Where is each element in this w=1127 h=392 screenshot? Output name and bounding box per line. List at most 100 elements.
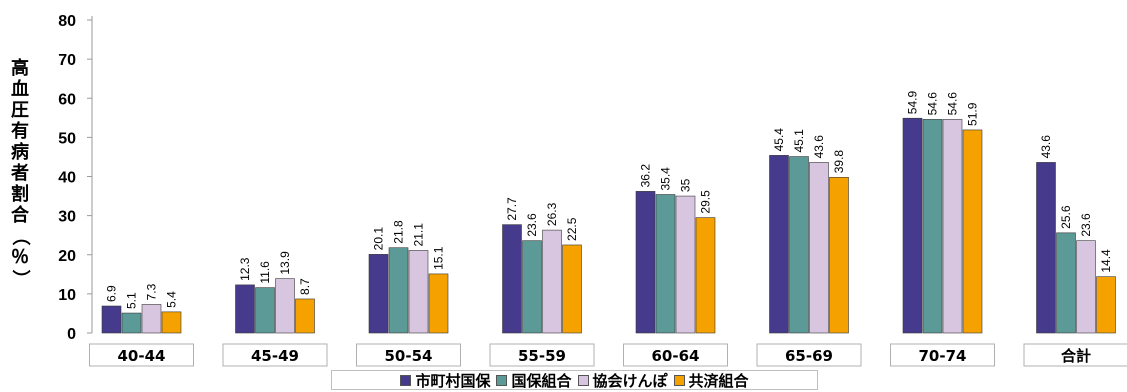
bar bbox=[502, 224, 522, 334]
category-label-box bbox=[222, 343, 328, 367]
data-label: 15.1 bbox=[432, 246, 446, 270]
x-tick-label: 50-54 bbox=[385, 347, 433, 365]
data-label: 11.6 bbox=[258, 261, 272, 284]
category-label-box bbox=[356, 343, 461, 367]
data-label: 39.8 bbox=[832, 150, 846, 174]
category-label-box bbox=[756, 343, 862, 367]
data-label: 21.1 bbox=[412, 223, 426, 247]
legend-swatch bbox=[673, 374, 685, 386]
y-axis-title-char: ） bbox=[9, 269, 31, 288]
data-label: 43.6 bbox=[812, 135, 826, 159]
x-tick-label: 70-74 bbox=[919, 347, 967, 365]
bar bbox=[235, 284, 255, 334]
bar bbox=[675, 195, 696, 334]
data-label: 45.4 bbox=[772, 128, 786, 152]
category-label-box bbox=[890, 343, 995, 367]
y-tick-label: 0 bbox=[67, 326, 76, 343]
y-tick-label: 30 bbox=[58, 209, 76, 226]
x-tick-label: 60-64 bbox=[652, 347, 700, 365]
y-axis-title-char: 病 bbox=[11, 142, 29, 163]
data-label: 43.6 bbox=[1039, 135, 1053, 159]
legend-swatch bbox=[577, 374, 589, 386]
bar bbox=[635, 191, 656, 334]
y-tick-label: 60 bbox=[58, 91, 76, 108]
bar bbox=[562, 244, 582, 334]
bar bbox=[275, 278, 295, 334]
data-label: 25.6 bbox=[1059, 205, 1073, 229]
data-label: 13.9 bbox=[278, 251, 292, 275]
data-label: 26.3 bbox=[545, 202, 559, 226]
data-label: 6.9 bbox=[105, 285, 119, 302]
legend-label: 協会けんぽ bbox=[592, 371, 668, 390]
data-label: 35.4 bbox=[659, 167, 673, 191]
bar bbox=[942, 119, 963, 334]
legend-label: 市町村国保 bbox=[415, 371, 491, 390]
legend-swatch bbox=[496, 374, 508, 386]
bar bbox=[542, 229, 562, 334]
data-label: 7.3 bbox=[145, 283, 159, 300]
y-tick-label: 20 bbox=[58, 248, 76, 265]
data-label: 54.9 bbox=[906, 91, 920, 115]
bar bbox=[1076, 240, 1096, 334]
bar bbox=[789, 156, 809, 334]
data-label: 36.2 bbox=[639, 164, 653, 188]
bar bbox=[809, 162, 829, 334]
bar bbox=[922, 119, 943, 334]
y-tick-label: 50 bbox=[58, 130, 76, 147]
data-label: 14.4 bbox=[1099, 249, 1113, 273]
bar bbox=[161, 311, 182, 334]
y-tick-label: 40 bbox=[58, 170, 76, 187]
data-label: 5.4 bbox=[165, 291, 179, 308]
y-axis-title-char: 合 bbox=[11, 205, 29, 226]
bar bbox=[428, 273, 449, 334]
y-tick-label: 70 bbox=[58, 52, 76, 69]
bar bbox=[902, 117, 923, 334]
x-tick-label: 55-59 bbox=[518, 347, 566, 365]
data-label: 54.6 bbox=[926, 92, 940, 116]
legend-label: 国保組合 bbox=[511, 371, 572, 390]
y-axis-title-char: ％ bbox=[11, 247, 29, 268]
category-label-box bbox=[89, 343, 194, 367]
data-label: 23.6 bbox=[525, 213, 539, 237]
category-label-box bbox=[623, 343, 728, 367]
bar bbox=[141, 304, 162, 334]
data-label: 8.7 bbox=[298, 278, 312, 295]
y-axis-title-char: 有 bbox=[11, 121, 29, 142]
y-axis-title: 高血圧有病者割合（％） bbox=[6, 58, 34, 289]
y-axis-title-char: 割 bbox=[11, 184, 29, 205]
bar bbox=[408, 250, 429, 334]
bar bbox=[1096, 276, 1116, 334]
bar bbox=[255, 287, 275, 334]
data-label: 51.9 bbox=[966, 102, 980, 126]
bar bbox=[101, 305, 122, 334]
bar bbox=[1036, 162, 1056, 334]
data-label: 20.1 bbox=[372, 227, 386, 251]
category-label-box bbox=[489, 343, 595, 367]
data-label: 29.5 bbox=[699, 190, 713, 214]
bar bbox=[121, 312, 142, 334]
y-tick-label: 10 bbox=[58, 287, 76, 304]
bar bbox=[962, 129, 983, 334]
data-label: 54.6 bbox=[946, 92, 960, 116]
data-label: 23.6 bbox=[1079, 213, 1093, 237]
legend-swatch bbox=[400, 374, 412, 386]
x-tick-label: 合計 bbox=[1060, 347, 1091, 365]
legend-item: 市町村国保 bbox=[400, 370, 490, 391]
category-label-box bbox=[1023, 343, 1127, 367]
data-label: 22.5 bbox=[565, 217, 579, 241]
x-tick-label: 40-44 bbox=[118, 347, 166, 365]
data-label: 35 bbox=[679, 178, 693, 192]
bar bbox=[368, 254, 389, 334]
bar bbox=[695, 217, 716, 334]
legend-label: 共済組合 bbox=[688, 371, 749, 390]
data-label: 45.1 bbox=[792, 129, 806, 153]
bar bbox=[829, 176, 849, 334]
bar bbox=[655, 194, 676, 334]
bar bbox=[295, 298, 315, 334]
legend: 市町村国保 国保組合 協会けんぽ 共済組合 bbox=[331, 370, 818, 390]
bar bbox=[1056, 232, 1076, 334]
data-label: 12.3 bbox=[238, 257, 252, 281]
legend-item: 国保組合 bbox=[496, 370, 572, 391]
legend-item: 協会けんぽ bbox=[577, 370, 668, 391]
